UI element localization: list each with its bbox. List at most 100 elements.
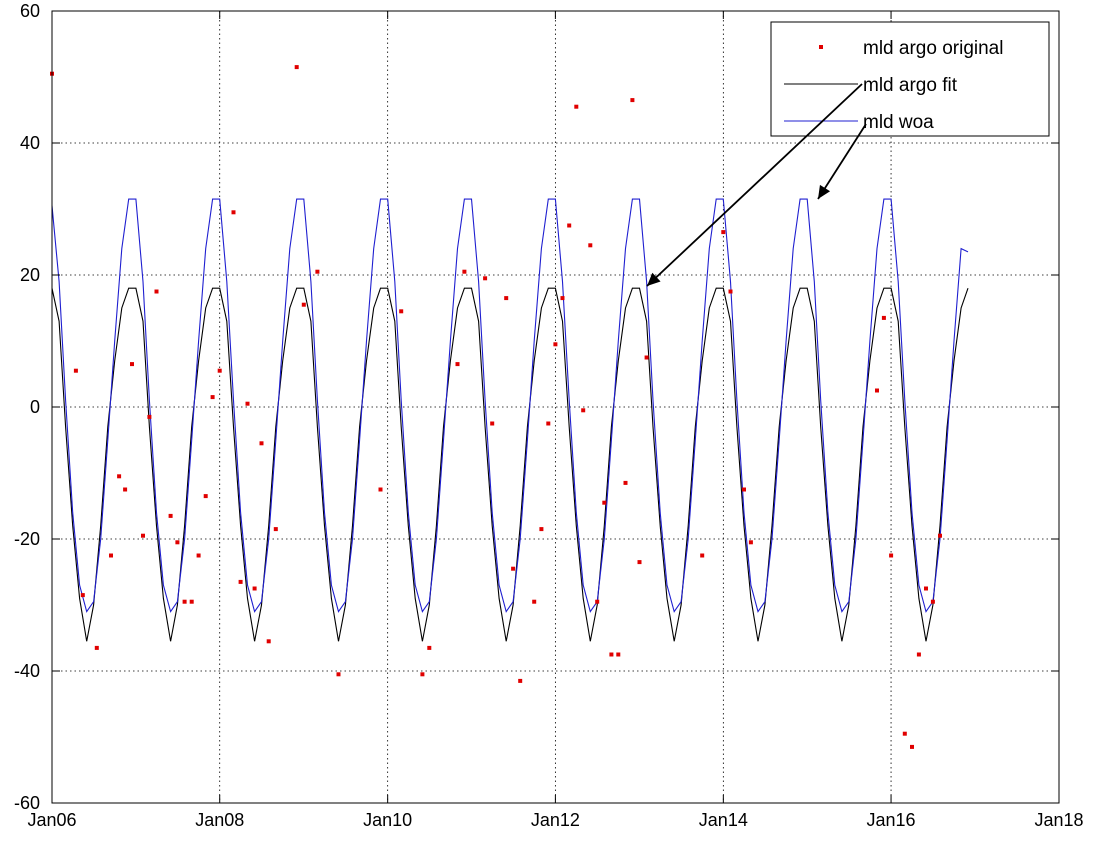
x-tick-label: Jan16 <box>867 810 916 830</box>
x-tick-label: Jan14 <box>699 810 748 830</box>
data-point <box>336 672 341 677</box>
data-point <box>539 527 544 532</box>
data-point <box>266 639 271 644</box>
data-point <box>109 553 113 558</box>
legend: mld argo original mld argo fit mld woa <box>770 21 1050 137</box>
legend-label: mld argo original <box>863 38 1003 59</box>
data-point <box>938 533 942 538</box>
data-point <box>420 672 425 677</box>
data-point <box>315 269 320 274</box>
data-point <box>189 599 194 604</box>
data-point <box>574 104 579 109</box>
data-point <box>728 289 733 294</box>
data-point <box>742 487 746 492</box>
data-point <box>581 408 586 413</box>
data-point <box>378 487 383 492</box>
legend-marker <box>819 45 823 49</box>
data-point <box>902 731 907 736</box>
data-point <box>916 652 921 657</box>
data-point <box>490 421 495 426</box>
data-point <box>301 302 306 307</box>
data-point <box>567 223 572 228</box>
data-point <box>182 599 187 604</box>
data-point <box>147 414 152 419</box>
data-point <box>203 494 208 499</box>
axes: Jan06 Jan08 Jan10 Jan12 Jan14 Jan16 Jan18 60 40 2… <box>14 1 1084 830</box>
data-point <box>875 388 879 393</box>
annotation-arrow-shaft <box>817 123 867 200</box>
data-point <box>602 500 607 505</box>
data-point <box>532 599 537 604</box>
data-point <box>210 395 215 400</box>
legend-label: mld argo fit <box>863 75 958 96</box>
annotation-arrow-shaft <box>646 83 863 287</box>
y-tick-label: -60 <box>14 793 40 813</box>
y-tick-label: 60 <box>20 1 40 21</box>
grid <box>52 11 1059 803</box>
data-point <box>881 315 886 320</box>
data-point <box>930 599 935 604</box>
data-point <box>504 296 509 301</box>
data-point <box>238 579 243 584</box>
data-point <box>455 362 460 367</box>
data-point <box>168 513 173 518</box>
data-point <box>910 744 914 749</box>
data-point <box>518 678 523 683</box>
data-point <box>595 599 600 604</box>
data-point <box>546 421 551 426</box>
data-point <box>130 362 134 367</box>
x-tick-label: Jan12 <box>531 810 580 830</box>
data-point <box>560 296 565 301</box>
annotation-arrowhead <box>647 272 661 286</box>
data-point <box>553 342 558 347</box>
data-point <box>609 652 614 657</box>
data-point <box>889 553 894 558</box>
y-tick-label: -20 <box>14 529 40 549</box>
data-point <box>80 593 85 598</box>
data-point <box>511 566 516 571</box>
series-line-mld-argo-fit <box>51 287 969 642</box>
data-point <box>399 309 404 314</box>
data-point <box>748 540 753 545</box>
data-point <box>700 553 705 558</box>
data-point <box>259 441 264 446</box>
data-point <box>196 553 201 558</box>
data-point <box>924 586 928 591</box>
data-point <box>245 401 250 406</box>
data-point <box>73 368 78 373</box>
series <box>50 65 969 749</box>
data-point <box>427 645 432 650</box>
data-point <box>94 645 99 650</box>
x-tick-label: Jan06 <box>27 810 76 830</box>
annotations <box>646 83 867 287</box>
data-point <box>154 289 159 294</box>
data-point <box>294 65 299 70</box>
data-point <box>588 243 593 248</box>
x-tick-label: Jan10 <box>363 810 412 830</box>
data-point <box>616 652 621 657</box>
series-line-mld-woa <box>51 198 969 613</box>
y-tick-label: 0 <box>30 397 40 417</box>
y-tick-label: 20 <box>20 265 40 285</box>
data-point <box>231 210 236 215</box>
data-point <box>252 586 257 591</box>
annotation-arrowhead <box>818 184 831 199</box>
y-tick-label: -40 <box>14 661 40 681</box>
data-point <box>483 276 488 281</box>
y-tick-label: 40 <box>20 133 40 153</box>
data-point <box>721 230 726 235</box>
data-point <box>175 540 180 545</box>
data-point <box>117 474 122 479</box>
data-point <box>644 355 649 360</box>
data-point <box>273 527 278 532</box>
data-point <box>623 480 628 485</box>
data-point <box>123 487 128 492</box>
data-point <box>217 368 222 373</box>
data-point <box>637 560 642 565</box>
x-tick-label: Jan08 <box>195 810 244 830</box>
data-point <box>630 98 635 103</box>
legend-label: mld woa <box>863 112 934 133</box>
data-point <box>141 533 145 538</box>
legend-box <box>770 21 1050 137</box>
